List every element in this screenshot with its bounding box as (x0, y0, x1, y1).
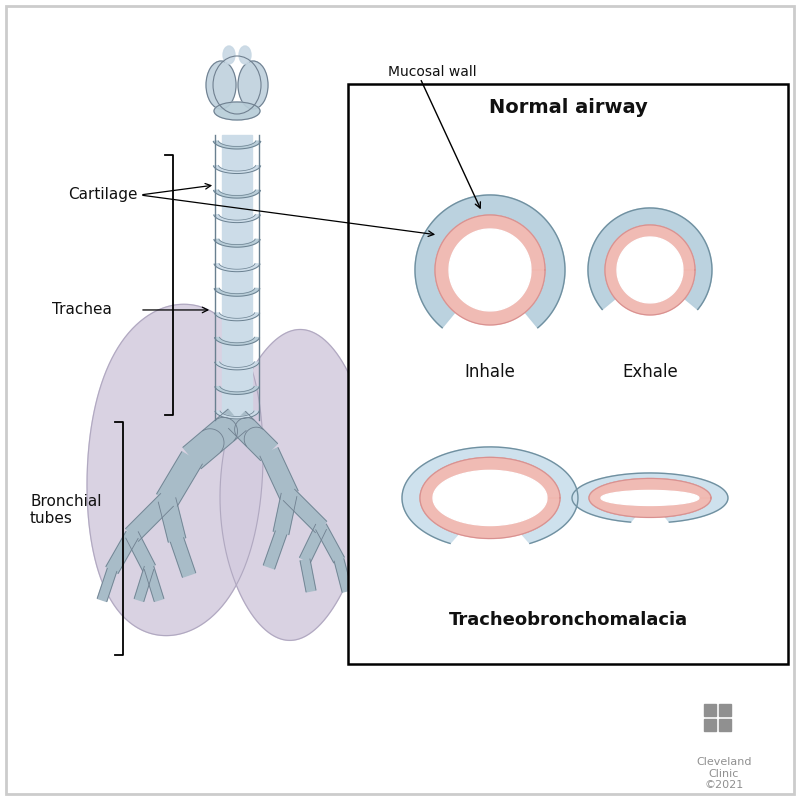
Polygon shape (214, 141, 261, 149)
Text: Trachea: Trachea (52, 302, 112, 318)
Polygon shape (144, 566, 164, 602)
Polygon shape (420, 458, 560, 538)
Bar (348, 84, 788, 664)
Polygon shape (229, 411, 278, 461)
Polygon shape (214, 166, 261, 174)
Text: Bronchial
tubes: Bronchial tubes (30, 494, 102, 526)
Polygon shape (263, 531, 286, 569)
Polygon shape (214, 190, 261, 198)
Polygon shape (214, 214, 260, 222)
Ellipse shape (238, 61, 268, 109)
Polygon shape (214, 362, 259, 370)
Polygon shape (158, 498, 186, 542)
Polygon shape (215, 386, 259, 394)
Polygon shape (157, 452, 202, 506)
Polygon shape (433, 470, 547, 526)
Text: Inhale: Inhale (465, 363, 515, 381)
Polygon shape (215, 411, 259, 419)
Bar (705, 705, 717, 717)
Polygon shape (617, 237, 683, 303)
Polygon shape (605, 225, 695, 315)
Polygon shape (126, 532, 155, 571)
Text: Exhale: Exhale (622, 363, 678, 381)
Polygon shape (588, 208, 712, 310)
Polygon shape (300, 559, 316, 592)
Text: Cleveland
Clinic
©2021: Cleveland Clinic ©2021 (696, 757, 752, 790)
Polygon shape (572, 473, 728, 522)
Text: Mucosal wall: Mucosal wall (388, 65, 477, 79)
Text: Normal airway: Normal airway (489, 98, 647, 118)
Bar (719, 719, 731, 731)
Polygon shape (87, 304, 263, 636)
Polygon shape (300, 524, 326, 562)
Polygon shape (260, 448, 298, 499)
Polygon shape (589, 478, 711, 518)
Bar (705, 719, 717, 731)
Polygon shape (273, 494, 297, 534)
Ellipse shape (239, 46, 251, 64)
Polygon shape (316, 524, 344, 563)
Ellipse shape (223, 46, 235, 64)
Text: Cartilage: Cartilage (68, 187, 138, 202)
Polygon shape (183, 410, 246, 469)
Polygon shape (283, 490, 326, 533)
Polygon shape (214, 338, 259, 346)
Polygon shape (214, 239, 260, 247)
Polygon shape (415, 195, 565, 328)
Polygon shape (220, 330, 370, 640)
Polygon shape (134, 566, 154, 602)
Polygon shape (222, 135, 253, 420)
Bar (719, 705, 731, 717)
Polygon shape (402, 447, 578, 543)
Ellipse shape (214, 102, 260, 120)
Polygon shape (98, 568, 117, 602)
Polygon shape (449, 229, 531, 311)
Polygon shape (126, 494, 174, 542)
Polygon shape (435, 215, 545, 325)
Polygon shape (214, 264, 260, 272)
Polygon shape (214, 313, 260, 321)
Polygon shape (106, 531, 138, 574)
Ellipse shape (206, 61, 236, 109)
Polygon shape (214, 288, 260, 296)
Polygon shape (334, 558, 352, 592)
Polygon shape (601, 490, 699, 506)
Polygon shape (170, 538, 196, 578)
Text: Tracheobronchomalacia: Tracheobronchomalacia (449, 611, 687, 629)
